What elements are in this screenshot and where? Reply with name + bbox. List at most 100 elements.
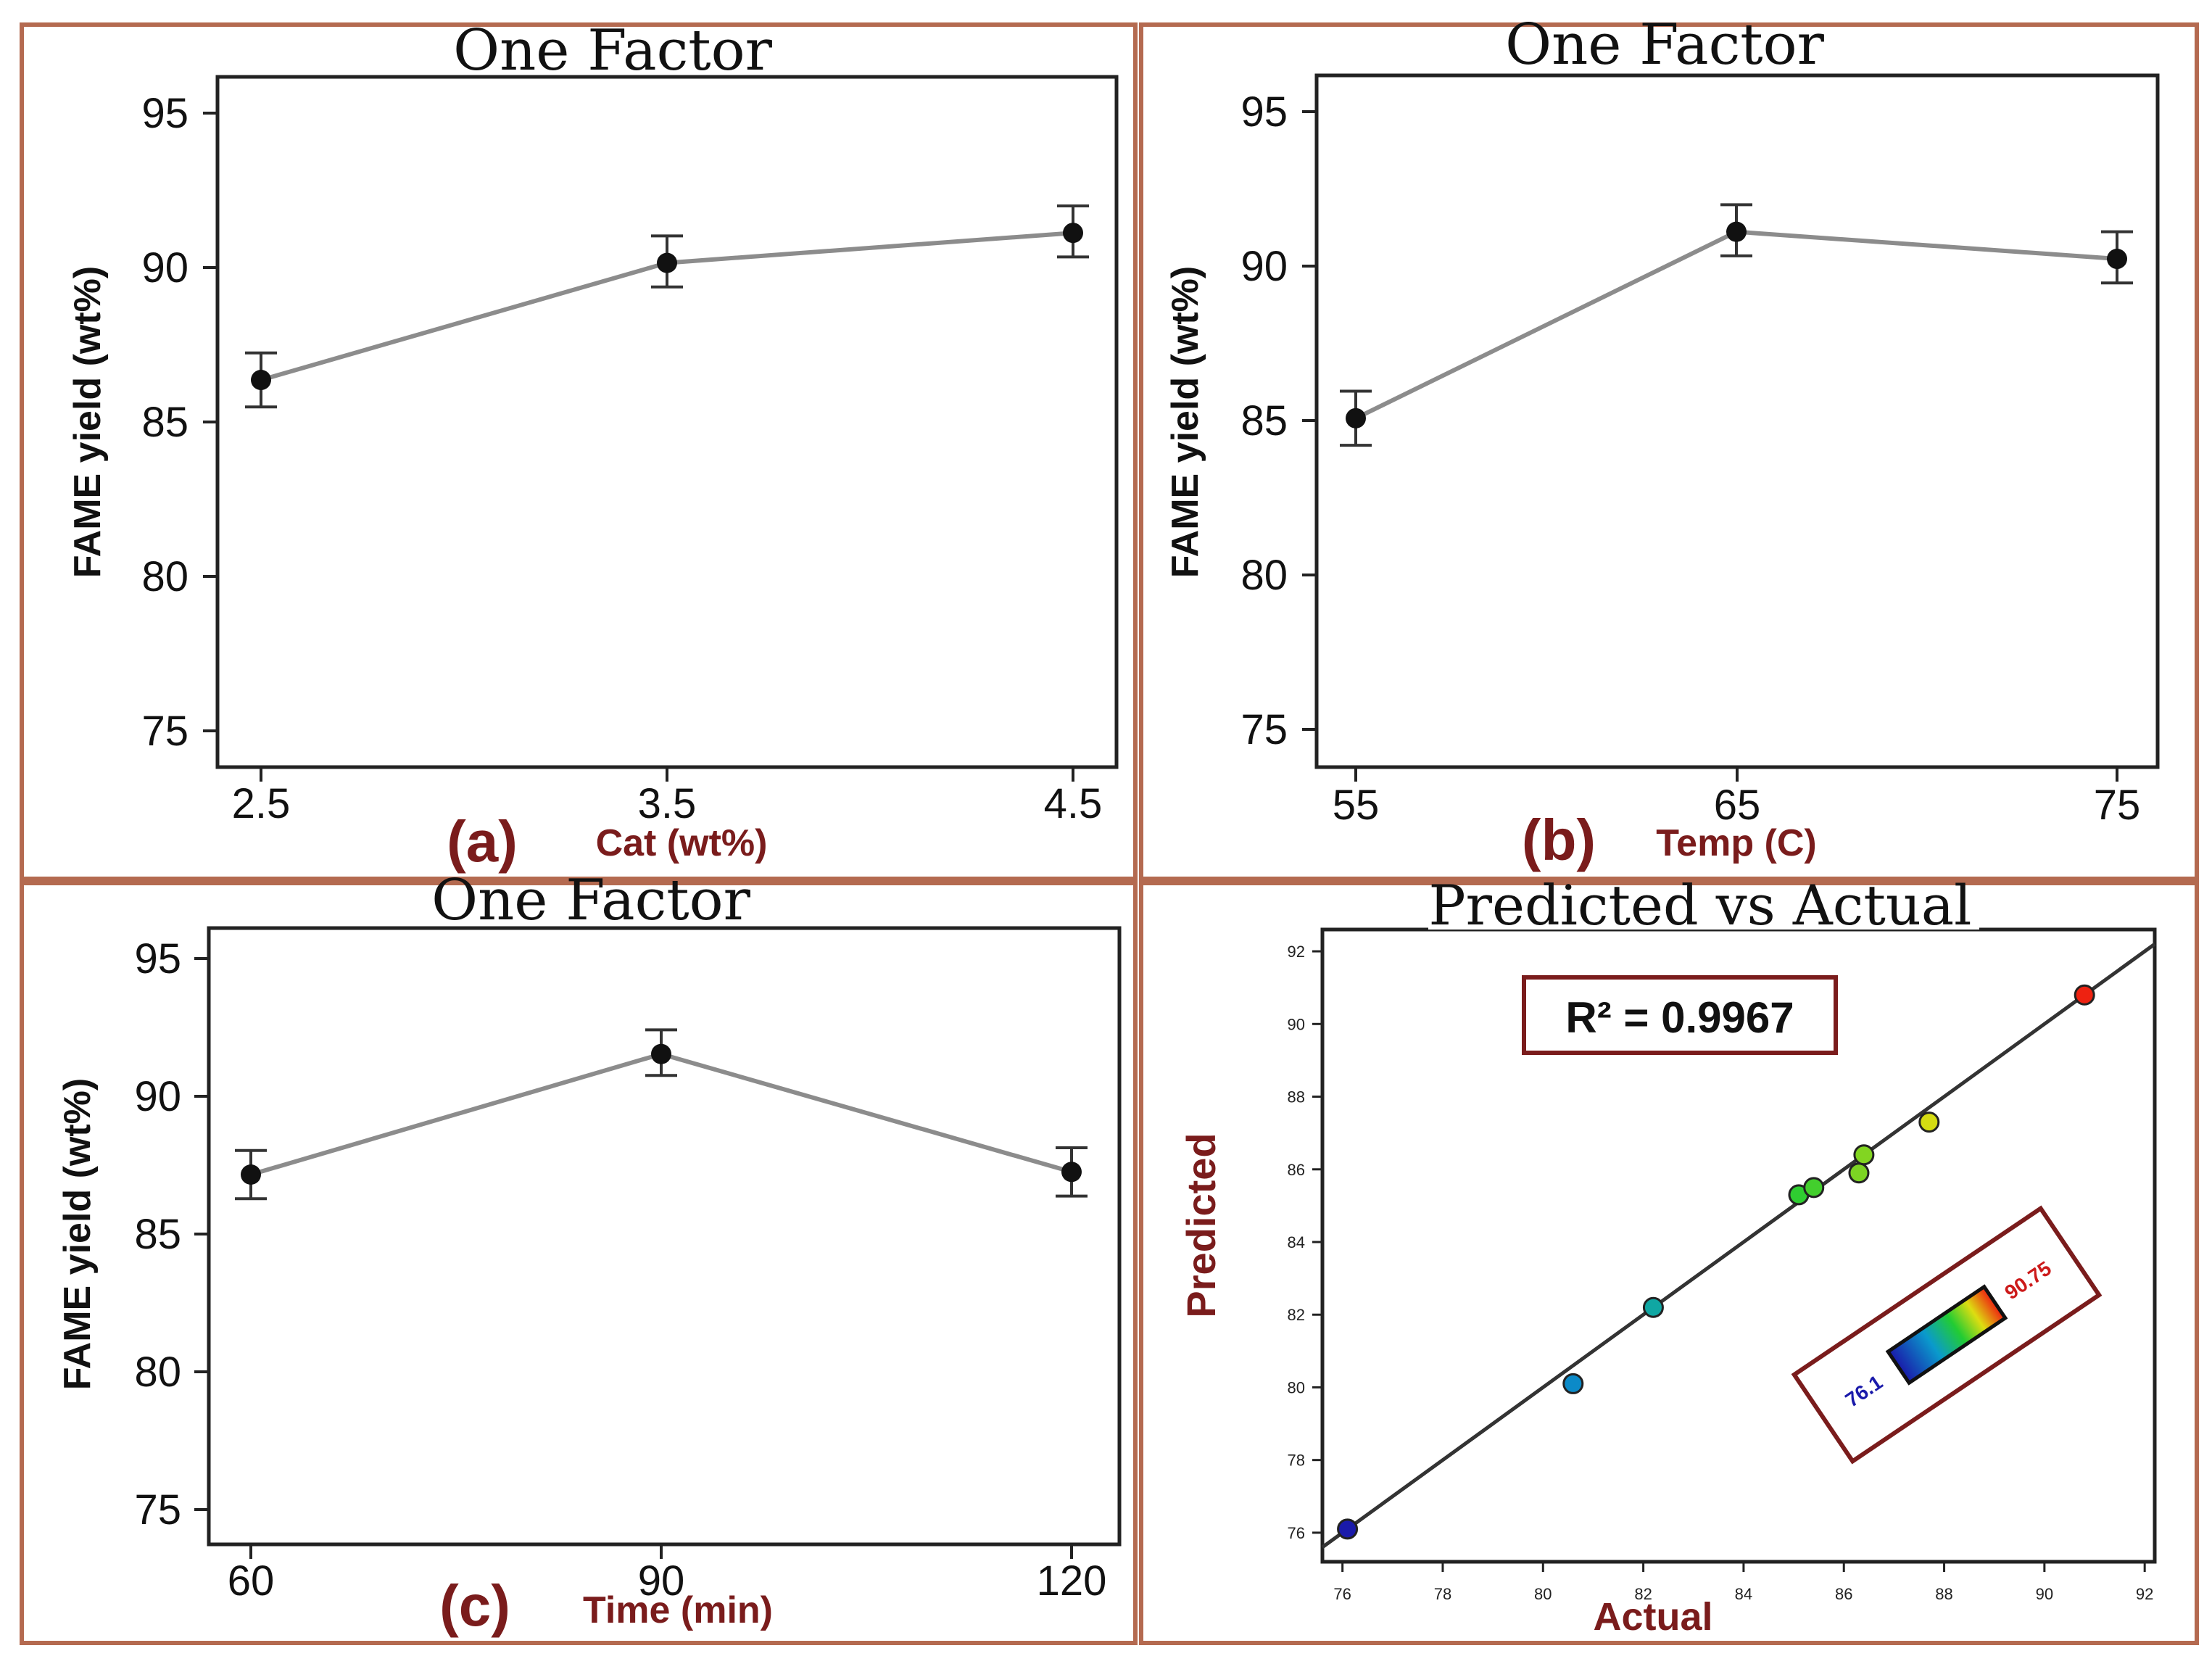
panel-b-y-axis-label: FAME yield (wt%) [1164, 266, 1206, 578]
panel-d-frame [1139, 881, 2199, 1645]
scatter-point [1853, 1144, 1875, 1166]
x-tick-label: 88 [1935, 1585, 1952, 1603]
panel-a-ytick-label: 75 [141, 708, 189, 755]
panel-c-xtick-label: 120 [1037, 1557, 1107, 1605]
y-tick-label: 88 [1288, 1088, 1305, 1106]
panel-c: One Factor 95 90 85 80 75 60 90 120 FAME… [20, 868, 1138, 1645]
panel-c-y-axis-label: FAME yield (wt%) [57, 1078, 99, 1390]
panel-c-ytick-label: 90 [134, 1073, 181, 1120]
x-tick-label: 76 [1333, 1585, 1351, 1603]
panel-d-r2-box: R² = 0.9967 [1522, 975, 1838, 1055]
data-point [1346, 407, 1366, 429]
data-point [2107, 249, 2127, 270]
scatter-point [1562, 1373, 1584, 1394]
panel-d-title: Predicted vs Actual [1429, 873, 1972, 937]
panel-b-x-axis-label: Temp (C) [1656, 822, 1816, 864]
panel-c-x-ticks: 60 90 120 [228, 1544, 1107, 1605]
y-tick-label: 92 [1288, 943, 1305, 961]
panel-a-xtick-label: 2.5 [232, 780, 291, 827]
panel-a-ytick-label: 85 [141, 399, 189, 446]
panel-a-ytick-label: 95 [141, 90, 189, 137]
y-tick-label: 82 [1288, 1306, 1305, 1324]
panel-a-xtick-label: 4.5 [1044, 780, 1103, 827]
x-tick-label: 80 [1534, 1585, 1552, 1603]
panel-c-xtick-label: 90 [638, 1557, 685, 1605]
panel-b-title: One Factor [1505, 12, 1824, 78]
panel-a-ytick-label: 80 [141, 553, 189, 600]
panel-c-ytick-label: 85 [134, 1211, 181, 1258]
data-point [241, 1164, 261, 1185]
panel-a-title: One Factor [453, 18, 772, 83]
panel-a-ytick-label: 90 [141, 244, 189, 291]
panel-b-y-ticks: 95 90 85 80 75 [1240, 88, 1317, 753]
y-tick-label: 84 [1288, 1233, 1305, 1251]
panel-a-plot-area [215, 75, 1119, 769]
x-tick-label: 82 [1634, 1585, 1652, 1603]
panel-c-xtick-label: 60 [228, 1557, 275, 1605]
panel-b-plot-area [1314, 73, 2160, 769]
panel-b-xtick-label: 75 [2094, 782, 2141, 829]
panel-d-y-axis-label: Predicted [1178, 1133, 1224, 1317]
data-point [1726, 221, 1747, 242]
panel-a-frame [20, 22, 1138, 881]
panel-a-series [245, 204, 1089, 409]
panel-b-frame [1139, 22, 2199, 881]
scatter-point [1642, 1296, 1664, 1318]
panel-c-series [235, 1028, 1088, 1201]
panel-a-xtick-label: 3.5 [638, 780, 697, 827]
color-legend-gradient [1885, 1284, 2008, 1386]
panel-b-tag: (b) [1522, 808, 1596, 872]
panel-b-xtick-label: 55 [1333, 782, 1380, 829]
panel-c-plot-area [207, 926, 1122, 1547]
panel-c-x-axis-label: Time (min) [583, 1589, 773, 1631]
panel-b-ytick-label: 80 [1240, 552, 1288, 599]
panel-b-ytick-label: 85 [1240, 397, 1288, 444]
data-point [1063, 223, 1083, 244]
data-point [651, 1043, 671, 1064]
panel-d: Predicted vs Actual 76 78 80 82 84 86 88 90 92 76… [1139, 873, 2199, 1645]
panel-a-tag: (a) [447, 809, 518, 874]
panel-c-frame [20, 881, 1138, 1645]
panel-a-y-ticks: 95 90 85 80 75 [141, 90, 218, 755]
fit-line [1321, 943, 2156, 1549]
scatter-point [1848, 1162, 1870, 1184]
data-point [1061, 1162, 1082, 1183]
r2-value: R² = 0.9967 [1565, 993, 1794, 1042]
data-point [657, 252, 677, 273]
panel-c-ytick-label: 95 [134, 935, 181, 982]
panel-b-x-ticks: 55 65 75 [1333, 767, 2141, 829]
panel-d-x-axis-label: Actual [1593, 1595, 1712, 1639]
panel-c-ytick-label: 80 [134, 1349, 181, 1396]
scatter-point [1337, 1518, 1359, 1540]
panel-b-ytick-label: 75 [1240, 706, 1288, 753]
y-tick-label: 86 [1288, 1161, 1305, 1179]
data-point [251, 370, 271, 391]
panel-d-axes: 76 78 80 82 84 86 88 90 92 76 78 80 82 84 86 88 90 92 [1288, 943, 2154, 1603]
panel-c-y-ticks: 95 90 85 80 75 [134, 935, 209, 1533]
y-tick-label: 78 [1288, 1452, 1305, 1470]
panel-d-series [1321, 943, 2156, 1549]
panel-b-series [1340, 203, 2133, 447]
y-tick-label: 90 [1288, 1015, 1305, 1033]
x-tick-label: 92 [2136, 1585, 2153, 1603]
panel-c-tag: (c) [439, 1573, 510, 1638]
panel-b-xtick-label: 65 [1714, 782, 1761, 829]
x-tick-label: 90 [2036, 1585, 2053, 1603]
y-tick-label: 76 [1288, 1524, 1305, 1542]
r2-box-frame [1522, 975, 1838, 1055]
panel-b-ytick-label: 95 [1240, 88, 1288, 136]
color-legend: 76.1 90.75 [1791, 1205, 2103, 1465]
panel-c-title: One Factor [431, 868, 750, 933]
panel-a-x-ticks: 2.5 3.5 4.5 [232, 767, 1103, 827]
scatter-point [1803, 1177, 1825, 1199]
panel-a: One Factor 95 90 85 80 75 2.5 3.5 4.5 FA… [20, 18, 1138, 881]
panel-b-ytick-label: 90 [1240, 243, 1288, 290]
y-tick-label: 80 [1288, 1378, 1305, 1396]
panel-a-y-axis-label: FAME yield (wt%) [67, 266, 109, 578]
x-tick-label: 86 [1835, 1585, 1852, 1603]
panel-b: One Factor 95 90 85 80 75 55 65 75 FAME … [1139, 12, 2199, 881]
scatter-point [2074, 984, 2095, 1006]
x-tick-label: 78 [1434, 1585, 1451, 1603]
panel-a-x-axis-label: Cat (wt%) [596, 822, 768, 864]
panel-c-ytick-label: 75 [134, 1486, 181, 1533]
